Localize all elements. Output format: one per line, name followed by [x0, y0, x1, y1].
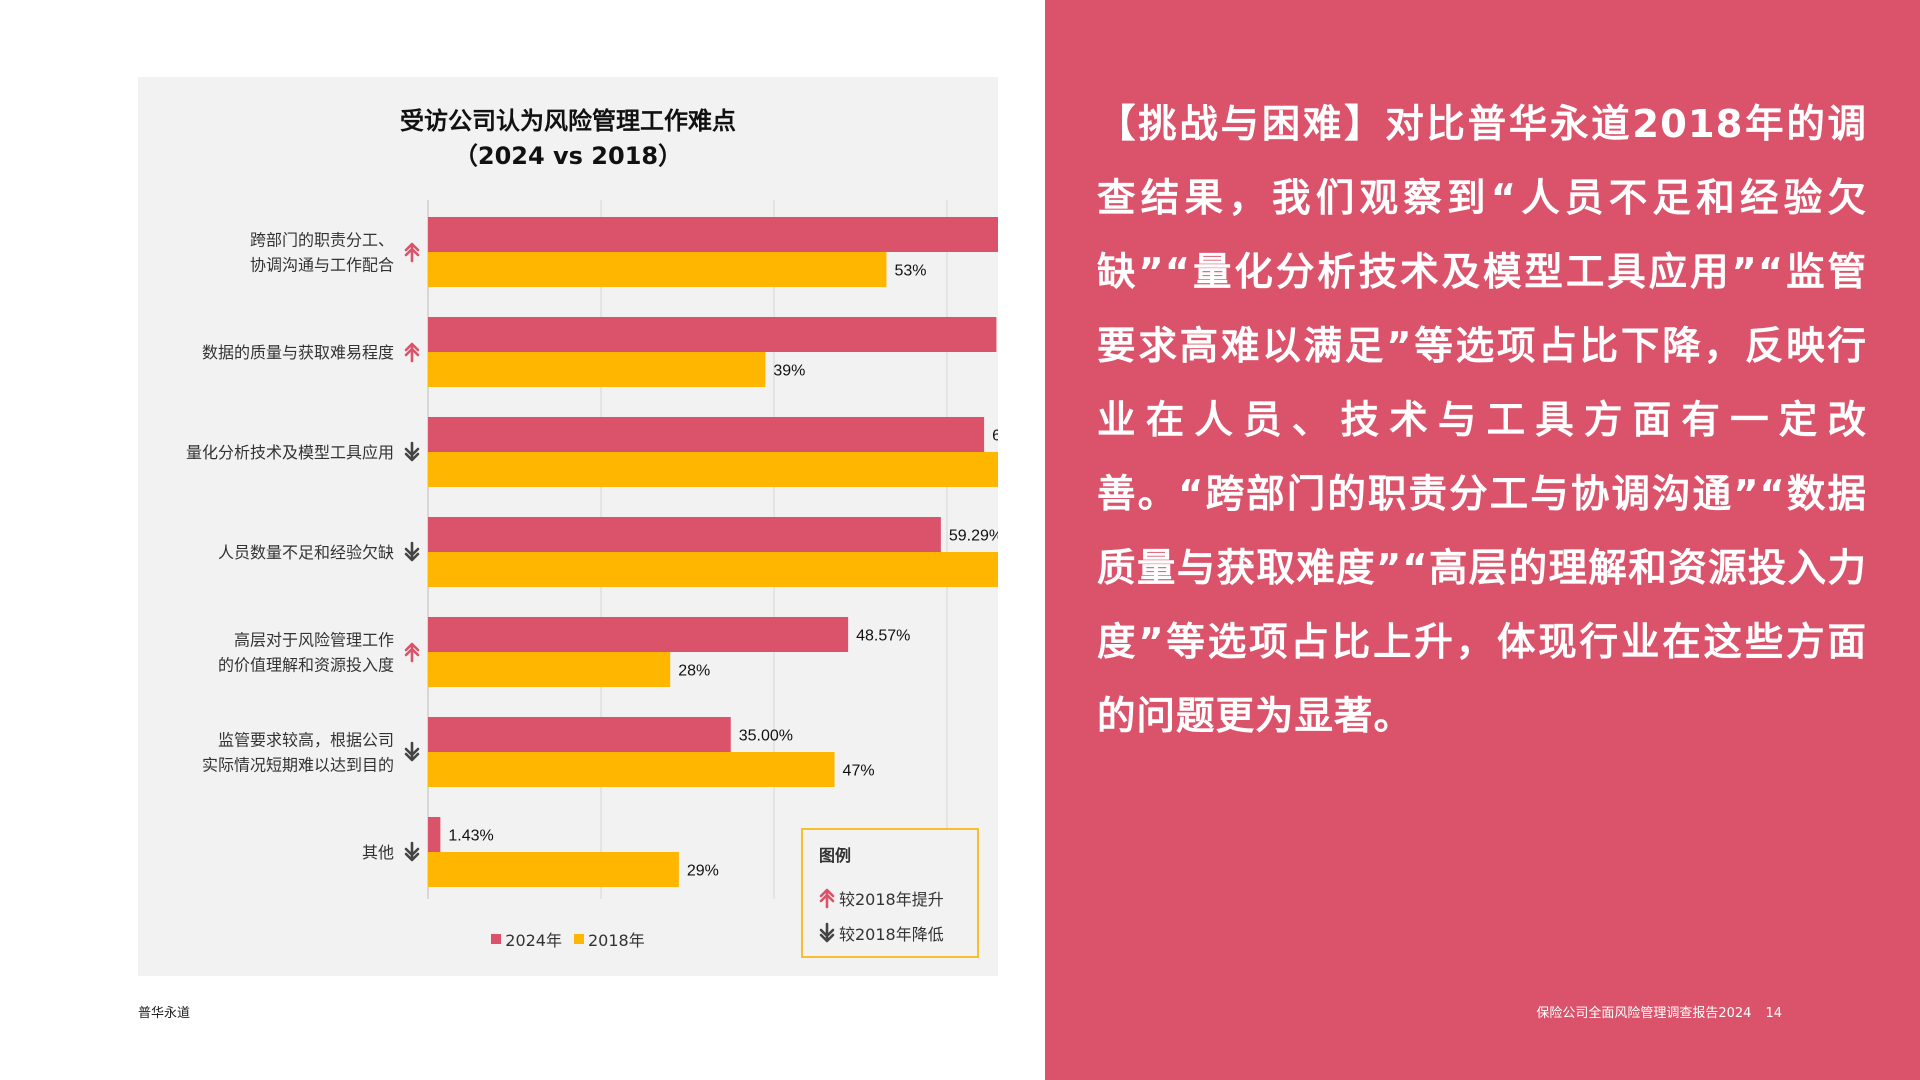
right-panel: 【挑战与困难】对比普华永道2018年的调查结果，我们观察到“人员不足和经验欠缺”… [1045, 0, 1920, 1080]
chart-card: 受访公司认为风险管理工作难点 （2024 vs 2018） 69.29%53%跨… [138, 77, 998, 976]
bar-chart: 69.29%53%跨部门的职责分工、协调沟通与工作配合65.71%39%数据的质… [186, 200, 998, 899]
bar-2024年-2 [428, 417, 985, 452]
chart-title-main: 受访公司认为风险管理工作难点 [400, 107, 736, 135]
footer-brand: 普华永道 [138, 1006, 191, 1021]
double-arrow-up-icon [404, 342, 420, 363]
bar-2018年-6 [428, 852, 679, 887]
trend-legend-title: 图例 [819, 846, 852, 865]
bar-2018年-2 [428, 452, 998, 487]
data-label: 53% [894, 263, 926, 280]
legend-item-2024: 2024年 [491, 927, 562, 951]
bar-2024年-1 [428, 317, 997, 352]
category-label: 协调沟通与工作配合 [250, 256, 394, 275]
data-label: 35.00% [739, 728, 793, 745]
category-label: 的价值理解和资源投入度 [218, 656, 394, 675]
page-number: 14 [1765, 1006, 1782, 1021]
chart-legend: 2024年 2018年 [138, 927, 998, 951]
bar-2018年-5 [428, 752, 835, 787]
legend-swatch-2024 [491, 934, 502, 944]
data-label: 28% [678, 663, 710, 680]
trend-legend-up: 较2018年提升 [819, 886, 944, 910]
double-arrow-down-icon [404, 441, 420, 462]
left-panel: 受访公司认为风险管理工作难点 （2024 vs 2018） 69.29%53%跨… [138, 77, 998, 1021]
chart-title: 受访公司认为风险管理工作难点 （2024 vs 2018） [138, 104, 998, 174]
chart-subtitle: （2024 vs 2018） [453, 142, 683, 170]
bar-2018年-3 [428, 552, 998, 587]
bar-2018年-4 [428, 652, 671, 687]
data-label: 48.57% [856, 628, 910, 645]
category-label: 高层对于风险管理工作 [234, 631, 394, 650]
body-paragraph: 【挑战与困难】对比普华永道2018年的调查结果，我们观察到“人员不足和经验欠缺”… [1097, 102, 1867, 739]
category-label: 人员数量不足和经验欠缺 [218, 543, 394, 562]
footer-report: 保险公司全面风险管理调查报告2024 14 [1536, 1002, 1782, 1021]
data-label: 1.43% [448, 828, 493, 845]
bar-2018年-1 [428, 352, 766, 387]
footer-report-title: 保险公司全面风险管理调查报告2024 [1536, 1006, 1752, 1021]
bar-2024年-6 [428, 817, 441, 852]
category-label: 跨部门的职责分工、 [250, 231, 394, 250]
category-label: 其他 [362, 843, 394, 862]
data-label: 39% [773, 363, 805, 380]
bar-2024年-5 [428, 717, 731, 752]
legend-swatch-2018 [574, 934, 584, 944]
data-label: 47% [843, 763, 875, 780]
bar-2024年-4 [428, 617, 849, 652]
category-label: 实际情况短期难以达到目的 [202, 756, 394, 775]
trend-legend-box: 图例 较2018年提升 较2018年降低 [801, 828, 979, 958]
double-arrow-down-icon [404, 841, 420, 862]
data-label: 64.29% [992, 428, 998, 445]
double-arrow-up-icon [404, 242, 420, 263]
double-arrow-up-icon [819, 888, 835, 909]
legend-label-2024: 2024年 [505, 931, 562, 950]
data-label: 59.29% [949, 528, 998, 545]
category-label: 监管要求较高，根据公司 [218, 731, 394, 750]
category-label: 量化分析技术及模型工具应用 [186, 443, 394, 462]
double-arrow-down-icon [404, 541, 420, 562]
double-arrow-up-icon [404, 642, 420, 663]
legend-label-2018: 2018年 [588, 931, 645, 950]
double-arrow-down-icon [404, 741, 420, 762]
trend-legend-down-label: 较2018年降低 [839, 925, 944, 944]
data-label: 29% [687, 863, 719, 880]
bar-2024年-3 [428, 517, 941, 552]
double-arrow-down-icon [819, 922, 835, 943]
category-label: 数据的质量与获取难易程度 [202, 343, 394, 362]
legend-item-2018: 2018年 [574, 927, 645, 951]
bar-2018年-0 [428, 252, 887, 287]
trend-legend-down: 较2018年降低 [819, 921, 944, 945]
bar-2024年-0 [428, 217, 998, 252]
trend-legend-up-label: 较2018年提升 [839, 890, 944, 909]
